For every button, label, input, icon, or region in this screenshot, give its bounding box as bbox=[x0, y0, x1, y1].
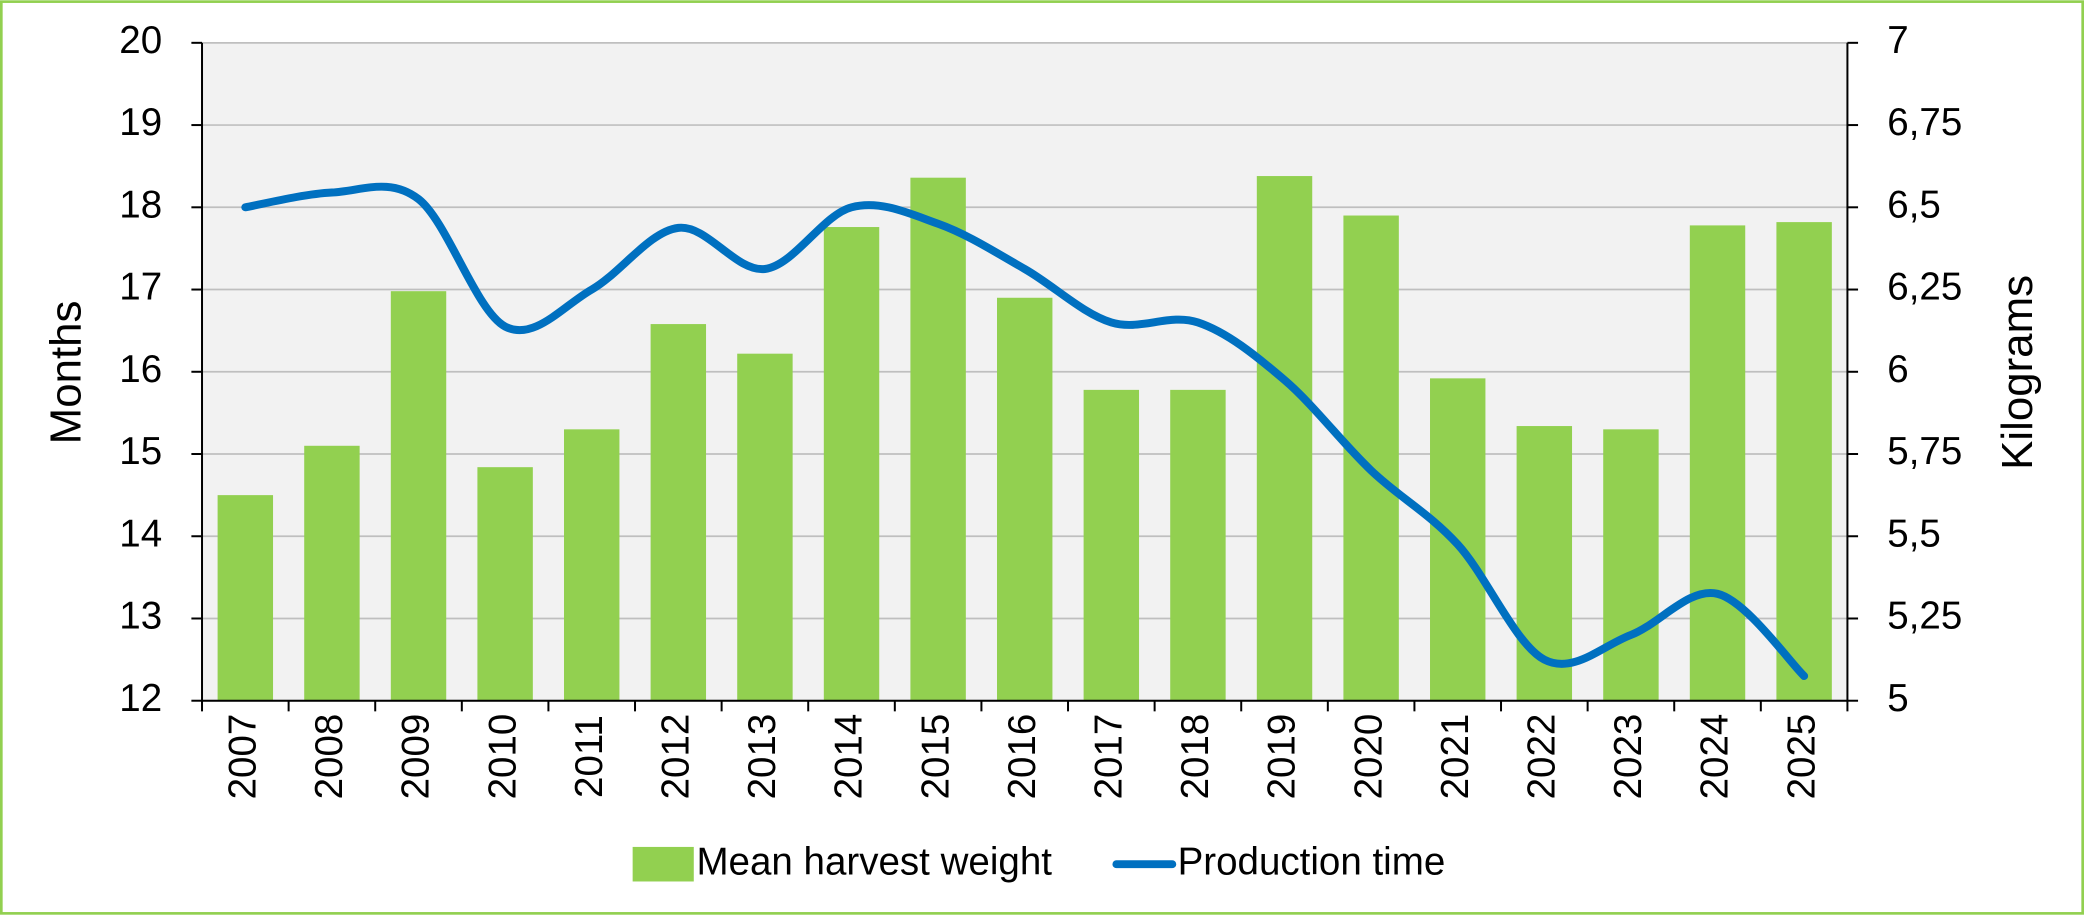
x-tick-label: 2021 bbox=[1434, 714, 1477, 800]
x-tick-label: 2014 bbox=[828, 714, 871, 800]
y2-tick-label: 6,5 bbox=[1887, 183, 1941, 226]
bar bbox=[1256, 176, 1313, 701]
bar bbox=[1603, 429, 1659, 701]
bar bbox=[650, 324, 707, 701]
y2-tick-label: 6 bbox=[1887, 348, 1908, 391]
bar bbox=[390, 291, 447, 701]
x-tick-label: 2022 bbox=[1521, 714, 1564, 800]
x-tick-label: 2012 bbox=[655, 714, 698, 800]
bar bbox=[1343, 215, 1399, 701]
line bbox=[241, 182, 1809, 681]
bar bbox=[1776, 222, 1832, 701]
y2-tick-label: 5,75 bbox=[1887, 430, 1962, 473]
y-tick-label: 19 bbox=[119, 101, 162, 144]
y-tick-label: 16 bbox=[119, 348, 162, 391]
legend-label: Production time bbox=[1178, 840, 1446, 883]
y2-tick-label: 7 bbox=[1887, 19, 1908, 62]
y2-tick-label: 6,75 bbox=[1887, 101, 1962, 144]
bar bbox=[1689, 225, 1746, 701]
y-tick-label: 18 bbox=[119, 183, 162, 226]
x-tick-label: 2024 bbox=[1694, 714, 1737, 800]
x-tick-label: 2011 bbox=[568, 715, 611, 798]
y2-tick-label: 5,25 bbox=[1887, 595, 1962, 638]
y2-tick-label: 5,5 bbox=[1887, 512, 1941, 555]
x-tick-label: 2013 bbox=[741, 714, 784, 800]
y-tick-label: 14 bbox=[119, 512, 162, 555]
x-tick-label: 2008 bbox=[308, 714, 351, 800]
x-tick-label: 2025 bbox=[1780, 714, 1823, 800]
bar bbox=[1516, 426, 1573, 701]
x-tick-label: 2016 bbox=[1001, 714, 1044, 800]
bar bbox=[1083, 389, 1140, 701]
legend-label: Mean harvest weight bbox=[696, 840, 1052, 883]
bar bbox=[997, 297, 1053, 701]
x-tick-label: 2018 bbox=[1174, 714, 1217, 800]
x-tick-label: 2023 bbox=[1607, 714, 1650, 800]
x-tick-label: 2017 bbox=[1088, 714, 1131, 800]
bar bbox=[910, 177, 966, 701]
bar bbox=[1170, 389, 1226, 701]
bar bbox=[564, 429, 620, 701]
y-tick-label: 12 bbox=[119, 677, 162, 720]
x-tick-label: 2007 bbox=[222, 714, 265, 800]
y-tick-label: 17 bbox=[119, 266, 162, 309]
y-tick-label: 20 bbox=[119, 19, 162, 62]
bar bbox=[304, 445, 360, 701]
bar bbox=[217, 495, 274, 701]
y2-tick-label: 5 bbox=[1887, 677, 1908, 720]
x-tick-label: 2020 bbox=[1347, 714, 1390, 800]
x-tick-label: 2009 bbox=[395, 714, 438, 800]
x-tick-label: 2019 bbox=[1261, 714, 1304, 800]
y-tick-label: 15 bbox=[119, 430, 162, 473]
legend-swatch bbox=[632, 846, 694, 882]
bar bbox=[737, 353, 793, 701]
y-axis-label: Months bbox=[42, 301, 91, 445]
y2-axis-label: Kilograms bbox=[1993, 275, 2042, 470]
bar bbox=[477, 467, 533, 701]
x-tick-label: 2010 bbox=[481, 714, 524, 800]
x-tick-label: 2015 bbox=[914, 714, 957, 800]
y2-tick-label: 6,25 bbox=[1887, 266, 1962, 309]
bar bbox=[823, 227, 880, 701]
y-tick-label: 13 bbox=[119, 595, 162, 638]
